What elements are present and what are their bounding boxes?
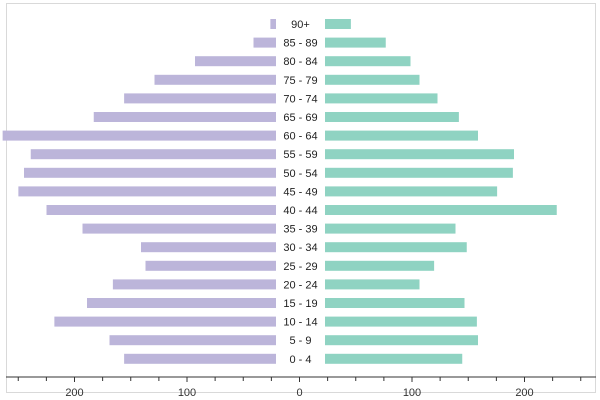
left-series-bars xyxy=(2,19,276,364)
bar-right xyxy=(325,37,386,48)
bar-right xyxy=(325,56,411,67)
bar-left xyxy=(145,260,276,271)
bar-left xyxy=(2,130,276,141)
bar-right xyxy=(325,74,420,85)
age-group-label: 25 - 29 xyxy=(283,261,317,273)
x-tick-label: 100 xyxy=(178,387,196,399)
bar-left xyxy=(87,298,276,308)
age-group-label: 55 - 59 xyxy=(283,149,317,161)
bar-right xyxy=(325,93,438,104)
age-group-label: 35 - 39 xyxy=(283,224,317,236)
age-group-label: 70 - 74 xyxy=(283,93,317,105)
bar-left xyxy=(54,316,276,327)
bar-left xyxy=(46,205,276,215)
bar-left xyxy=(30,149,276,160)
bar-right xyxy=(325,279,420,290)
age-group-labels: 90+ 85 - 89 80 - 84 75 - 79 70 - 74 65 - 69 60… xyxy=(283,19,317,366)
age-group-label: 90+ xyxy=(291,19,310,31)
age-group-label: 0 - 4 xyxy=(289,354,311,366)
bar-left xyxy=(141,242,276,253)
bar-left xyxy=(154,74,276,85)
bar-left xyxy=(124,93,276,104)
age-group-label: 85 - 89 xyxy=(283,38,317,50)
bar-left xyxy=(24,167,276,178)
chart-frame xyxy=(6,3,596,393)
bar-left xyxy=(253,37,276,48)
right-series-bars xyxy=(325,19,557,364)
age-group-label: 75 - 79 xyxy=(283,75,317,87)
x-tick-label: 100 xyxy=(403,387,421,399)
age-group-label: 65 - 69 xyxy=(283,112,317,124)
bar-right xyxy=(325,242,467,253)
age-group-label: 15 - 19 xyxy=(283,298,317,310)
bar-left xyxy=(82,223,276,234)
bar-right xyxy=(325,223,456,234)
bar-left xyxy=(195,56,276,67)
bar-right xyxy=(325,205,557,215)
bar-right xyxy=(325,186,498,197)
bar-right xyxy=(325,167,513,178)
age-group-label: 60 - 64 xyxy=(283,131,317,143)
age-group-label: 10 - 14 xyxy=(283,317,317,329)
bar-left xyxy=(109,335,276,346)
bar-right xyxy=(325,112,459,122)
bar-left xyxy=(18,186,276,197)
x-tick-label: 200 xyxy=(515,387,533,399)
bar-right xyxy=(325,298,465,308)
bar-right xyxy=(325,130,478,141)
age-group-label: 50 - 54 xyxy=(283,168,317,180)
x-tick-label: 0 xyxy=(296,387,302,399)
age-group-label: 5 - 9 xyxy=(289,335,311,347)
bar-right xyxy=(325,353,463,364)
bar-left xyxy=(124,353,276,364)
age-group-label: 45 - 49 xyxy=(283,186,317,198)
age-group-label: 30 - 34 xyxy=(283,242,317,254)
x-tick-label: 200 xyxy=(65,387,83,399)
bar-right xyxy=(325,316,477,327)
bar-right xyxy=(325,335,478,346)
x-axis: 200 100 0 100 200 xyxy=(6,376,596,399)
age-group-label: 80 - 84 xyxy=(283,56,317,68)
bar-right xyxy=(325,19,351,29)
age-group-label: 40 - 44 xyxy=(283,205,317,217)
bar-right xyxy=(325,149,514,160)
bar-left xyxy=(270,19,276,29)
age-group-label: 20 - 24 xyxy=(283,279,317,291)
bar-left xyxy=(112,279,276,290)
bar-right xyxy=(325,260,435,271)
bar-left xyxy=(93,112,276,122)
